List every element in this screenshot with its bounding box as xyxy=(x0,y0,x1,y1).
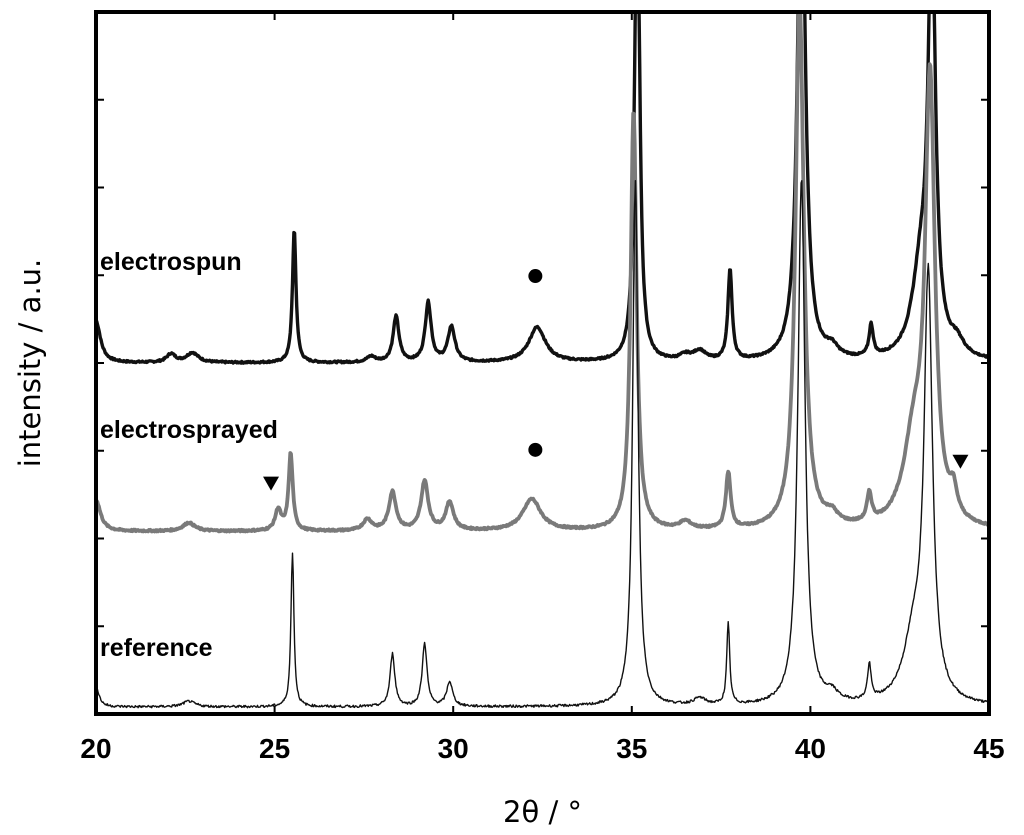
series-reference-line xyxy=(96,180,989,709)
series-layer xyxy=(96,12,989,709)
series-label-reference: reference xyxy=(100,634,213,662)
x-tick-label: 20 xyxy=(80,733,111,764)
series-electrospun-line xyxy=(96,12,989,365)
x-tick-label: 45 xyxy=(973,733,1004,764)
circle-marker-icon xyxy=(528,442,543,457)
series-label-electrospun: electrospun xyxy=(100,248,242,276)
x-tick-label: 25 xyxy=(259,733,290,764)
plot-frame xyxy=(94,10,991,716)
markers-layer xyxy=(263,269,969,491)
triangle-down-marker-icon xyxy=(263,476,280,491)
x-tick-label: 40 xyxy=(795,733,826,764)
x-tick-label: 35 xyxy=(616,733,647,764)
series-electrosprayed-line xyxy=(96,12,989,534)
circle-marker-icon xyxy=(528,269,543,284)
x-axis-label: 2θ / ° xyxy=(503,795,582,829)
triangle-down-marker-icon xyxy=(952,454,969,469)
labels-layer: electrospun electrosprayed reference xyxy=(100,248,278,662)
x-tick-label: 30 xyxy=(438,733,469,764)
y-axis-label: intensity / a.u. xyxy=(13,259,47,468)
x-ticks: 20 25 30 35 40 45 xyxy=(80,12,1005,764)
series-label-electrosprayed: electrosprayed xyxy=(100,416,278,444)
